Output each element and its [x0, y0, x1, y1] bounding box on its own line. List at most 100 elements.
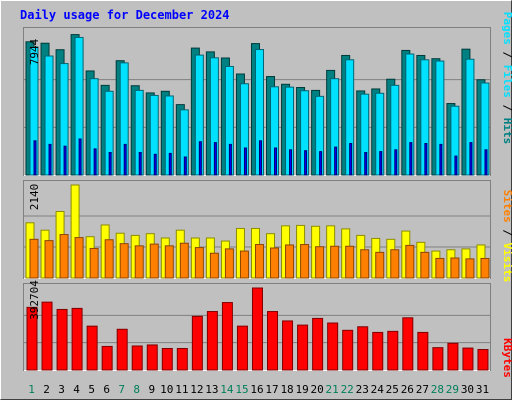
bar-pages-day-6 — [108, 151, 112, 176]
x-tick-label-day-6: 6 — [103, 383, 110, 396]
bar-sites-day-2 — [44, 240, 54, 279]
x-tick-label-day-12: 12 — [190, 383, 203, 396]
x-tick-label-day-15: 15 — [235, 383, 248, 396]
x-tick-label-day-31: 31 — [476, 383, 489, 396]
bar-kbytes-day-16 — [251, 287, 263, 371]
bar-pages-day-10 — [168, 152, 172, 176]
bar-pages-day-25 — [394, 149, 398, 176]
x-tick-label-day-24: 24 — [371, 383, 385, 396]
bar-sites-day-12 — [194, 247, 204, 279]
bar-pages-day-11 — [183, 156, 187, 176]
bar-kbytes-day-31 — [477, 349, 489, 371]
bar-pages-day-20 — [319, 151, 323, 176]
bar-pages-day-15 — [243, 147, 247, 176]
x-tick-label-day-14: 14 — [220, 383, 234, 396]
bar-kbytes-day-3 — [56, 308, 68, 371]
bar-kbytes-day-21 — [327, 322, 339, 371]
bar-sites-day-15 — [239, 250, 249, 279]
bar-sites-day-3 — [59, 234, 69, 279]
bar-kbytes-day-8 — [131, 345, 143, 371]
bar-pages-day-23 — [364, 151, 368, 176]
bar-kbytes-day-13 — [206, 311, 218, 371]
bar-sites-day-25 — [390, 249, 400, 279]
bar-kbytes-day-17 — [267, 311, 279, 371]
bar-kbytes-day-18 — [282, 320, 294, 371]
x-tick-label-day-29: 29 — [446, 383, 459, 396]
x-tick-label-day-27: 27 — [416, 383, 429, 396]
bar-pages-day-26 — [409, 142, 413, 176]
bar-sites-day-20 — [315, 246, 325, 279]
panel1-ymax-label: 7944 — [28, 38, 41, 65]
bar-sites-day-18 — [285, 244, 295, 279]
bar-sites-day-1 — [29, 238, 39, 279]
bar-sites-day-4 — [74, 237, 84, 279]
bar-pages-day-13 — [213, 142, 217, 176]
bar-sites-day-8 — [134, 245, 144, 279]
bar-kbytes-day-11 — [176, 347, 188, 371]
bar-sites-day-23 — [360, 249, 370, 279]
bar-sites-day-17 — [270, 247, 280, 279]
bar-pages-day-29 — [454, 155, 458, 176]
bar-kbytes-day-22 — [342, 329, 354, 371]
panel1-legend: Pages / Files / Hits — [501, 12, 512, 145]
bar-kbytes-day-29 — [447, 342, 459, 371]
bar-kbytes-day-26 — [402, 317, 414, 371]
bar-sites-day-21 — [330, 245, 340, 279]
bar-pages-day-18 — [289, 149, 293, 176]
bar-kbytes-day-15 — [236, 325, 248, 371]
bar-sites-day-7 — [119, 243, 129, 279]
x-tick-label-day-16: 16 — [250, 383, 263, 396]
x-tick-label-day-4: 4 — [73, 383, 80, 396]
bar-sites-day-13 — [209, 252, 219, 279]
bar-pages-day-19 — [304, 150, 308, 176]
bar-kbytes-day-19 — [297, 324, 309, 371]
bar-kbytes-day-24 — [372, 331, 384, 371]
bar-sites-day-10 — [164, 245, 174, 279]
bar-sites-day-22 — [345, 245, 355, 279]
bar-sites-day-14 — [224, 248, 234, 279]
bar-kbytes-day-4 — [71, 307, 83, 371]
bar-kbytes-day-23 — [357, 326, 369, 371]
bar-sites-day-5 — [89, 247, 99, 279]
bar-pages-day-27 — [424, 142, 428, 176]
bar-pages-day-14 — [228, 143, 232, 176]
bar-kbytes-day-1 — [26, 306, 38, 371]
x-tick-label-day-13: 13 — [205, 383, 218, 396]
x-tick-label-day-1: 1 — [28, 383, 35, 396]
bar-pages-day-30 — [469, 142, 473, 176]
bar-sites-day-9 — [149, 243, 159, 279]
bar-kbytes-day-9 — [146, 344, 158, 371]
panel3-legend-kbytes: KBytes — [501, 338, 512, 378]
bar-sites-day-31 — [480, 257, 490, 279]
panel2-legend: Sites / Visits — [501, 190, 512, 283]
x-tick-label-day-18: 18 — [280, 383, 293, 396]
bar-kbytes-day-28 — [432, 347, 444, 371]
bar-pages-day-3 — [63, 145, 67, 176]
legend-sep-3: / — [501, 223, 512, 243]
x-tick-label-day-10: 10 — [160, 383, 173, 396]
bar-sites-day-30 — [465, 258, 475, 279]
bar-pages-day-17 — [274, 147, 278, 176]
bar-kbytes-day-14 — [221, 302, 233, 371]
bar-pages-day-16 — [258, 140, 262, 176]
x-tick-label-day-21: 21 — [326, 383, 339, 396]
x-tick-label-day-30: 30 — [461, 383, 474, 396]
x-tick-label-day-9: 9 — [148, 383, 155, 396]
legend-files: Files — [501, 65, 512, 98]
bar-kbytes-day-27 — [417, 331, 429, 371]
bar-kbytes-day-6 — [101, 345, 113, 371]
bar-kbytes-day-5 — [86, 325, 98, 371]
legend-sep-1: / — [501, 45, 512, 65]
bar-kbytes-day-10 — [161, 347, 173, 371]
bar-pages-day-31 — [484, 149, 488, 176]
bar-pages-day-2 — [48, 143, 52, 176]
legend-sep-2: / — [501, 98, 512, 118]
bar-pages-day-8 — [138, 151, 142, 176]
panel2-ymax-label: 2140 — [28, 184, 41, 211]
bar-sites-day-29 — [450, 257, 460, 279]
bar-kbytes-day-2 — [41, 301, 53, 371]
x-tick-label-day-17: 17 — [265, 383, 278, 396]
x-tick-label-day-25: 25 — [386, 383, 399, 396]
x-tick-label-day-8: 8 — [133, 383, 140, 396]
